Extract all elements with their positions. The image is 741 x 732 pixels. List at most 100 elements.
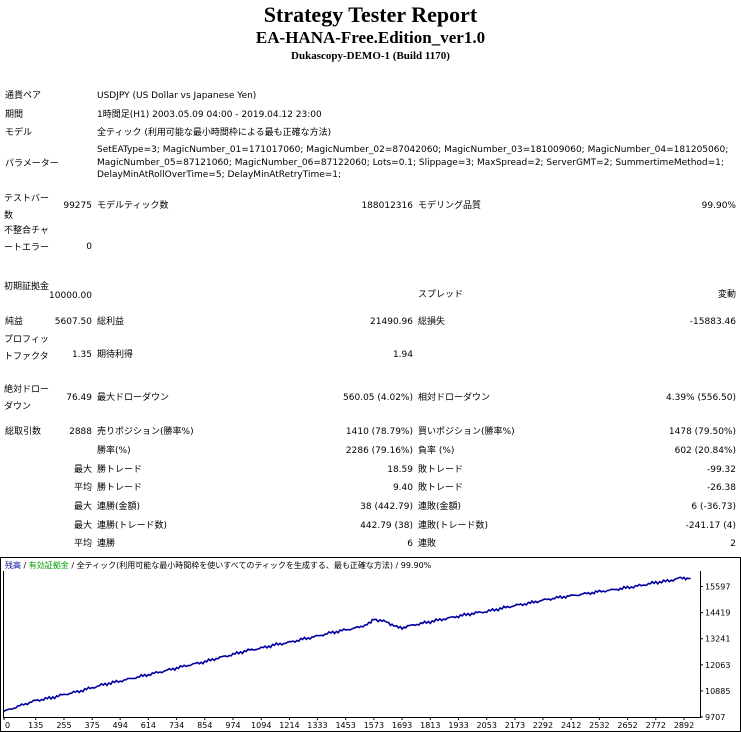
x-tick-label: 1933 (448, 721, 468, 730)
symbol-value: USDJPY (US Dollar vs Japanese Yen) (97, 91, 257, 101)
max-dd-label: 最大ドローダウン (97, 393, 170, 403)
model-label: モデル (5, 128, 33, 138)
largest-loss-value: -99.32 (706, 465, 736, 475)
max-cons-wins-value: 38 (442.79) (360, 502, 413, 512)
avg-cons-wins-label: 連勝 (97, 539, 116, 549)
y-tick-label: 14419 (705, 609, 730, 618)
avg-cons-wins-value: 6 (407, 539, 413, 549)
x-tick-label: 1693 (392, 721, 412, 730)
report-title: Strategy Tester Report (263, 2, 478, 27)
loss-value: 602 (20.84%) (674, 446, 736, 456)
y-tick-label: 12063 (705, 661, 730, 670)
x-tick-label: 2173 (505, 721, 525, 730)
x-tick-label: 974 (225, 721, 240, 730)
max2-label: 最大 (73, 521, 92, 531)
period-label: 期間 (5, 110, 24, 120)
x-tick-label: 494 (113, 721, 128, 730)
y-tick-label: 13241 (705, 635, 730, 644)
x-tick-label: 734 (169, 721, 184, 730)
rel-dd-value: 4.39% (556.50) (666, 393, 736, 403)
x-tick-label: 1453 (335, 721, 355, 730)
trades-value: 2888 (69, 427, 92, 437)
x-tick-label: 135 (28, 721, 43, 730)
pf-value: 1.35 (71, 350, 92, 360)
x-tick-label: 854 (197, 721, 212, 730)
x-tick-label: 2292 (533, 721, 553, 730)
largest-label: 最大 (73, 465, 92, 475)
win-label: 勝率(%) (97, 446, 131, 456)
x-tick-label: 1333 (307, 721, 327, 730)
x-tick-labels: 0 135 255 375 494 614 734 854 974 1094 1214 1333 145… (3, 717, 694, 730)
gross-loss-label: 総損失 (418, 317, 446, 327)
params-value: SetEAType=3; MagicNumber_01=171017060; M… (97, 145, 729, 180)
x-tick-label: 1214 (279, 721, 299, 730)
x-tick-label: 2772 (646, 721, 666, 730)
legend-sep-2: / (69, 561, 77, 570)
gross-profit-label: 総利益 (97, 317, 125, 327)
legend-sep-3: / (393, 561, 401, 570)
server-name: Dukascopy-DEMO-1 (Build 1170) (291, 50, 450, 62)
max-cons-profit-label: 連勝(トレード数) (97, 521, 168, 531)
balance-chart: 残高 / 有効証拠金 / 全ティック(利用可能な最小時間枠を使いすべてのティック… (0, 557, 741, 732)
avg-cons-losses-value: 2 (730, 539, 736, 549)
legend-equity: 有効証拠金 (29, 560, 69, 570)
max1-label: 最大 (73, 502, 92, 512)
max-cons-losses-value: 6 (-36.73) (691, 502, 736, 512)
avg-win-label: 勝トレード (97, 483, 143, 493)
avg2-label: 平均 (73, 539, 92, 549)
x-tick-label: 2532 (589, 721, 609, 730)
payoff-label: 期待利得 (97, 350, 134, 360)
spread-label: スプレッド (418, 290, 464, 300)
legend-quality: 99.90% (401, 561, 432, 570)
net-value: 5607.50 (54, 317, 92, 327)
chart-frame (0, 557, 741, 732)
period-value: 1時間足(H1) 2003.05.09 04:00 - 2019.04.12 2… (97, 110, 322, 120)
largest-loss-label: 敗トレード (418, 465, 464, 475)
pf-label: プロフィットファクタ (4, 335, 49, 362)
win-value: 2286 (79.16%) (345, 446, 413, 456)
x-tick-label: 0 (5, 721, 10, 730)
rel-dd-label: 相対ドローダウン (418, 393, 491, 403)
x-tick-label: 1813 (420, 721, 440, 730)
y-tick-labels: 9707 10885 12063 13241 14419 15597 (700, 583, 730, 722)
max-cons-losses-label: 連敗(金額) (418, 502, 462, 512)
largest-win-value: 18.59 (387, 465, 413, 475)
x-tick-label: 1094 (251, 721, 271, 730)
params-label: パラメーター (5, 159, 59, 169)
legend-balance: 残高 (5, 560, 21, 570)
y-tick-label: 15597 (705, 583, 730, 592)
x-tick-label: 2652 (617, 721, 637, 730)
deposit-value: 10000.00 (49, 291, 92, 301)
ticks-label: モデルティック数 (97, 201, 169, 211)
legend-sep-1: / (21, 561, 29, 570)
bars-label: テストバー数 (4, 194, 50, 221)
loss-label: 負率 (%) (418, 446, 455, 456)
short-value: 1410 (78.79%) (345, 427, 413, 437)
avg-loss-value: -26.38 (706, 483, 736, 493)
quality-value: 99.90% (701, 201, 736, 211)
x-tick-label: 2412 (561, 721, 581, 730)
avg-cons-losses-label: 連敗 (418, 539, 437, 549)
trades-label: 総取引数 (5, 427, 42, 437)
largest-win-label: 勝トレード (97, 465, 143, 475)
x-tick-label: 255 (56, 721, 71, 730)
y-tick-label: 9707 (705, 713, 725, 722)
bars-value: 99275 (63, 201, 92, 211)
max-dd-value: 560.05 (4.02%) (343, 393, 413, 403)
avg-loss-label: 敗トレード (418, 483, 464, 493)
spread-value: 変動 (717, 290, 736, 300)
average-label: 平均 (73, 483, 92, 493)
mismatch-label: 不整合チャートエラー (4, 226, 50, 253)
y-tick-label: 10885 (705, 687, 730, 696)
payoff-value: 1.94 (392, 350, 413, 360)
ea-name: EA-HANA-Free.Edition_ver1.0 (255, 28, 486, 47)
x-tick-label: 1573 (364, 721, 384, 730)
abs-dd-label: 絶対ドローダウン (4, 385, 50, 412)
symbol-label: 通貨ペア (5, 91, 42, 101)
deposit-label: 初期証拠金 (4, 282, 50, 292)
quality-label: モデリング品質 (418, 201, 482, 211)
max-cons-loss-value: -241.17 (4) (685, 521, 736, 531)
chart-legend: 残高 / 有効証拠金 / 全ティック(利用可能な最小時間枠を使いすべてのティック… (5, 560, 432, 570)
mismatch-value: 0 (86, 242, 92, 252)
balance-series-line (3, 576, 691, 713)
